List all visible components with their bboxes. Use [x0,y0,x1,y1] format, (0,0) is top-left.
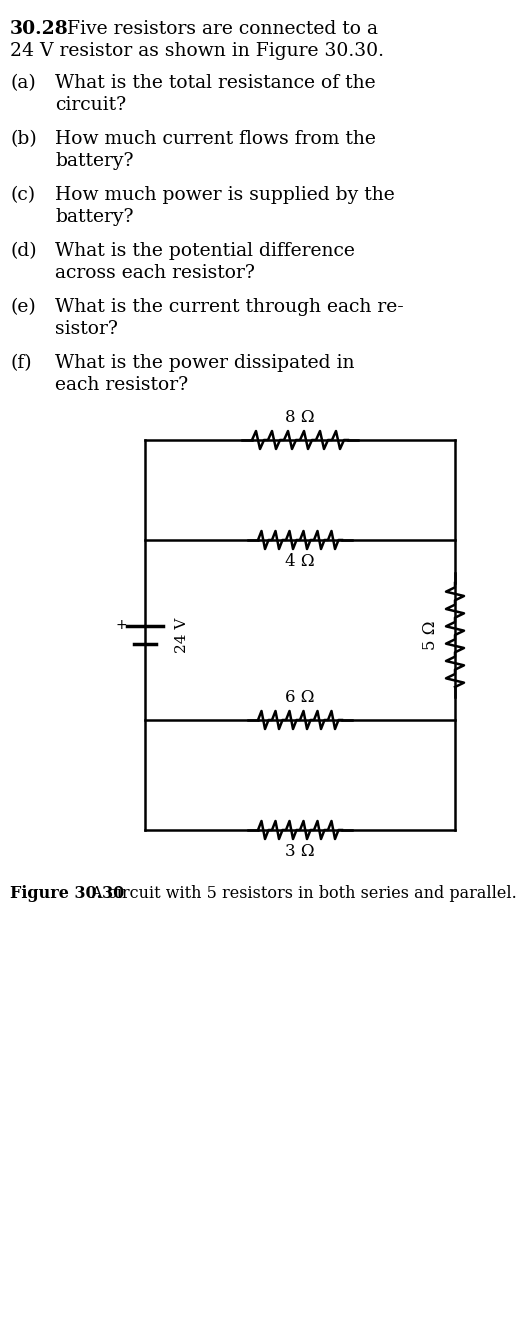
Text: Figure 30.30: Figure 30.30 [10,884,124,902]
Text: (c): (c) [10,186,35,203]
Text: 24 V: 24 V [175,617,189,653]
Text: A circuit with 5 resistors in both series and parallel.: A circuit with 5 resistors in both serie… [86,884,517,902]
Text: What is the total resistance of the: What is the total resistance of the [55,74,376,92]
Text: What is the current through each re-: What is the current through each re- [55,298,404,316]
Text: across each resistor?: across each resistor? [55,264,255,282]
Text: battery?: battery? [55,207,134,226]
Text: (d): (d) [10,242,37,260]
Text: 4 Ω: 4 Ω [285,553,315,570]
Text: (b): (b) [10,130,37,149]
Text: Five resistors are connected to a: Five resistors are connected to a [67,20,378,37]
Text: each resistor?: each resistor? [55,376,188,393]
Text: What is the potential difference: What is the potential difference [55,242,355,260]
Text: 24 V resistor as shown in Figure 30.30.: 24 V resistor as shown in Figure 30.30. [10,41,384,60]
Text: circuit?: circuit? [55,96,126,114]
Text: (a): (a) [10,74,36,92]
Text: What is the power dissipated in: What is the power dissipated in [55,355,354,372]
Text: sistor?: sistor? [55,320,118,339]
Text: battery?: battery? [55,153,134,170]
Text: 5 Ω: 5 Ω [422,621,439,650]
Text: (f): (f) [10,355,32,372]
Text: 30.28: 30.28 [10,20,69,37]
Text: 3 Ω: 3 Ω [285,843,315,860]
Text: 6 Ω: 6 Ω [285,689,315,706]
Text: How much current flows from the: How much current flows from the [55,130,376,149]
Text: (e): (e) [10,298,36,316]
Text: How much power is supplied by the: How much power is supplied by the [55,186,395,203]
Text: +: + [115,618,127,632]
Text: 8 Ω: 8 Ω [285,409,315,425]
